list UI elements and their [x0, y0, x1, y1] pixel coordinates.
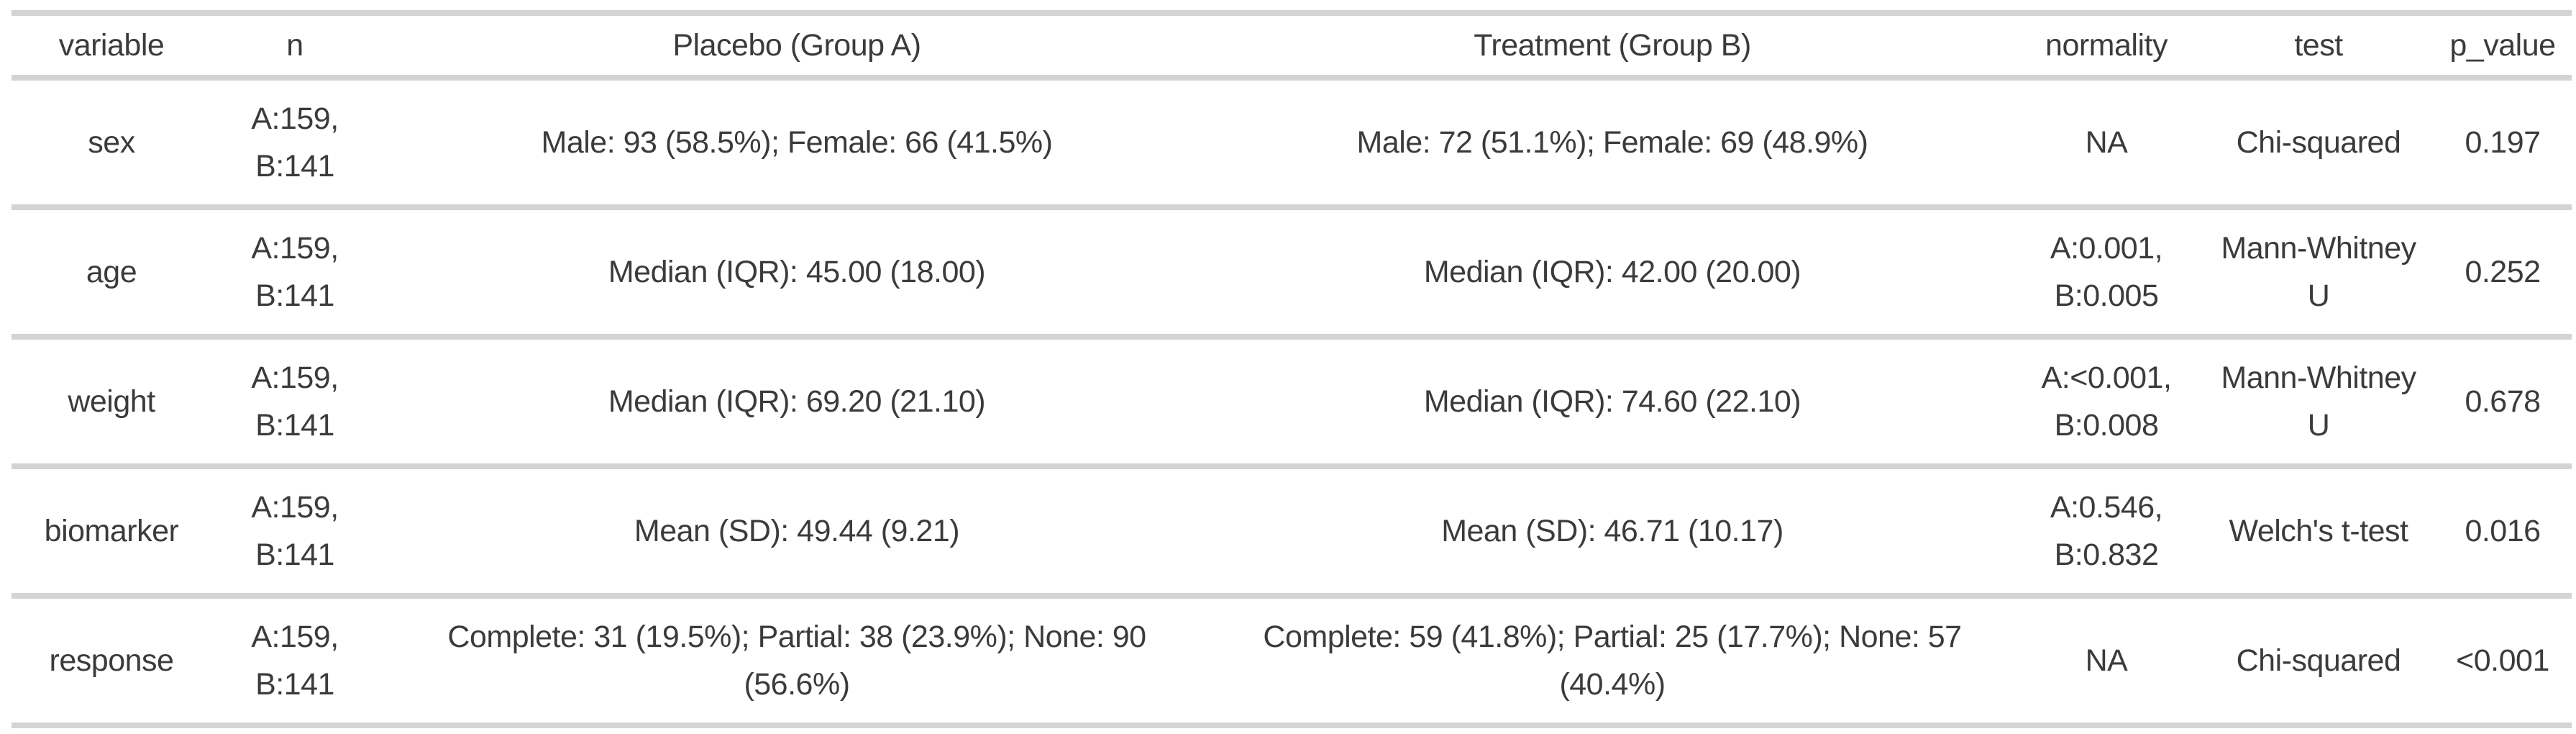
- cell-p-value: <0.001: [2456, 643, 2549, 678]
- table-row-sex: sex A:159, B:141 Male: 93 (58.5%); Femal…: [12, 78, 2572, 207]
- cell-treatment-summary: Mean (SD): 46.71 (10.17): [1441, 514, 1783, 548]
- cell-test: Mann-Whitney U: [2221, 231, 2416, 313]
- cell-treatment-summary: Male: 72 (51.1%); Female: 69 (48.9%): [1356, 125, 1868, 160]
- cell-variable: response: [49, 643, 174, 678]
- cell-treatment-summary: Complete: 59 (41.8%); Partial: 25 (17.7%…: [1263, 620, 1962, 702]
- cell-variable: age: [86, 255, 137, 289]
- cell-normality: NA: [2085, 643, 2128, 678]
- cell-placebo-summary: Male: 93 (58.5%); Female: 66 (41.5%): [541, 125, 1053, 160]
- cell-placebo-summary: Mean (SD): 49.44 (9.21): [634, 514, 960, 548]
- cell-treatment-summary: Median (IQR): 42.00 (20.00): [1423, 255, 1801, 289]
- table-row-biomarker: biomarker A:159, B:141 Mean (SD): 49.44 …: [12, 466, 2572, 596]
- column-header-p-value: p_value: [2449, 28, 2556, 63]
- cell-test: Welch's t-test: [2229, 514, 2408, 548]
- column-header-normality: normality: [2045, 28, 2168, 63]
- cell-variable: biomarker: [44, 514, 179, 548]
- cell-p-value: 0.678: [2465, 384, 2541, 419]
- cell-placebo-summary: Median (IQR): 69.20 (21.10): [608, 384, 986, 419]
- summary-statistics-table: variable n Placebo (Group A) Treatment (…: [12, 10, 2572, 728]
- cell-normality: A:<0.001, B:0.008: [2041, 361, 2172, 443]
- column-header-n: n: [286, 28, 303, 63]
- column-header-variable: variable: [58, 28, 165, 63]
- cell-normality: A:0.546, B:0.832: [2050, 490, 2163, 572]
- cell-n: A:159, B:141: [251, 231, 339, 313]
- cell-n: A:159, B:141: [251, 490, 339, 572]
- table-row-age: age A:159, B:141 Median (IQR): 45.00 (18…: [12, 207, 2572, 337]
- column-header-treatment-group-b: Treatment (Group B): [1474, 28, 1751, 63]
- table-row-response: response A:159, B:141 Complete: 31 (19.5…: [12, 596, 2572, 725]
- cell-p-value: 0.016: [2465, 514, 2541, 548]
- column-header-placebo-group-a: Placebo (Group A): [672, 28, 921, 63]
- cell-n: A:159, B:141: [251, 101, 339, 184]
- header-row: variable n Placebo (Group A) Treatment (…: [12, 13, 2572, 78]
- cell-placebo-summary: Complete: 31 (19.5%); Partial: 38 (23.9%…: [447, 620, 1146, 702]
- cell-test: Chi-squared: [2236, 125, 2401, 160]
- cell-variable: weight: [68, 384, 155, 419]
- cell-test: Mann-Whitney U: [2221, 361, 2416, 443]
- table-row-weight: weight A:159, B:141 Median (IQR): 69.20 …: [12, 337, 2572, 466]
- cell-test: Chi-squared: [2236, 643, 2401, 678]
- table-header: variable n Placebo (Group A) Treatment (…: [12, 13, 2572, 78]
- cell-p-value: 0.197: [2465, 125, 2541, 160]
- cell-treatment-summary: Median (IQR): 74.60 (22.10): [1423, 384, 1801, 419]
- table-body: sex A:159, B:141 Male: 93 (58.5%); Femal…: [12, 78, 2572, 725]
- cell-normality: A:0.001, B:0.005: [2050, 231, 2163, 313]
- cell-n: A:159, B:141: [251, 361, 339, 443]
- cell-normality: NA: [2085, 125, 2128, 160]
- cell-placebo-summary: Median (IQR): 45.00 (18.00): [608, 255, 986, 289]
- column-header-test: test: [2294, 28, 2343, 63]
- cell-variable: sex: [88, 125, 135, 160]
- cell-n: A:159, B:141: [251, 620, 339, 702]
- cell-p-value: 0.252: [2465, 255, 2541, 289]
